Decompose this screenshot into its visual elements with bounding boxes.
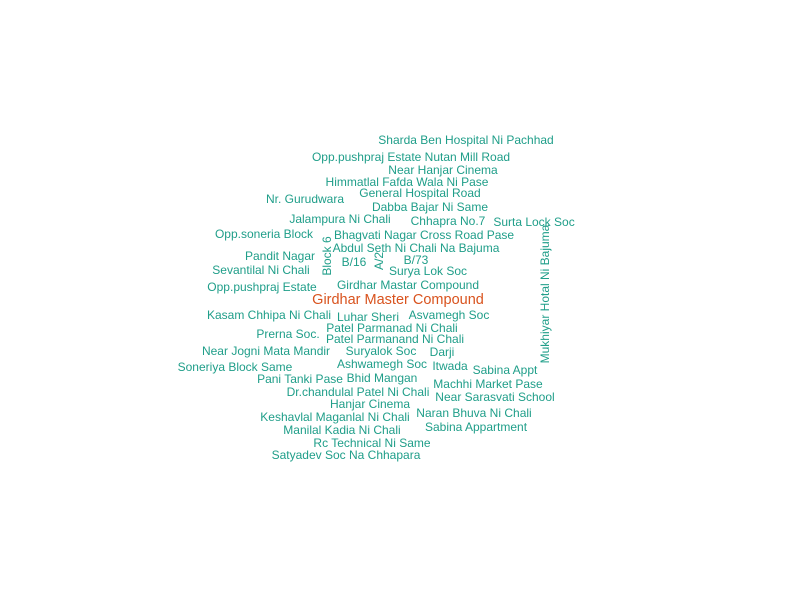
word: Near Sarasvati School [435,390,555,404]
word: Sabina Appartment [424,420,528,434]
word: Bhagvati Nagar Cross Road Pase [333,228,515,242]
word: Near Hanjar Cinema [388,163,498,177]
word: Luhar Sheri [336,310,400,324]
word: Abdul Seth Ni Chali Na Bajuma [332,241,500,255]
word: Near Jogni Mata Mandir [201,344,331,358]
word: Pandit Nagar [244,249,316,263]
word: Nr. Gurudwara [265,192,345,206]
word: Ashwamegh Soc [336,357,428,371]
word: Asvamegh Soc [408,308,490,322]
word: General Hospital Road [359,186,481,200]
word: Suryalok Soc [345,344,417,358]
word: Opp.pushpraj Estate [207,280,317,294]
word: Hanjar Cinema [329,397,411,411]
word: Opp.soneria Block [214,227,314,241]
word: Soneriya Block Same [177,360,293,374]
word: Surya Lok Soc [388,264,468,278]
word: Itwada [432,359,468,373]
word: Bhid Mangan [346,371,418,385]
word: Patel Parmanand Ni Chali [325,332,465,346]
word: Dr.chandulal Patel Ni Chali [286,385,430,399]
word: Machhi Market Pase [433,377,543,391]
word: Opp.pushpraj Estate Nutan Mill Road [311,150,511,164]
word: Jalampura Ni Chali [289,212,391,226]
word: Sevantilal Ni Chali [212,263,310,277]
word: Surta Lock Soc [493,215,575,229]
word: Sharda Ben Hospital Ni Pachhad [378,133,554,147]
word: A/2 [372,251,386,271]
word: Pani Tanki Pase [257,372,343,386]
word: Manilal Kadia Ni Chali [283,423,401,437]
word: Girdhar Mastar Compound [336,278,480,292]
word: Block 6 [320,236,334,276]
word: Sabina Appt [472,363,538,377]
word: Darji [429,345,455,359]
word: Prerna Soc. [256,327,320,341]
word: Patel Parmanad Ni Chali [326,321,458,335]
highlight-word: Girdhar Master Compound [312,291,484,308]
word: Mukhiyar Hotal Ni Bajuma [538,224,552,364]
word: Dabba Bajar Ni Same [371,200,489,214]
word: B/73 [403,253,429,267]
word: Keshavlal Maganlal Ni Chali [260,410,410,424]
word: Satyadev Soc Na Chhapara [271,448,421,462]
word: Himmatlal Fafda Wala Ni Pase [325,175,489,189]
word: Rc Technical Ni Same [313,436,431,450]
word: Chhapra No.7 [410,214,486,228]
word: Kasam Chhipa Ni Chali [206,308,332,322]
word: Naran Bhuva Ni Chali [416,406,532,420]
word: B/16 [341,255,367,269]
